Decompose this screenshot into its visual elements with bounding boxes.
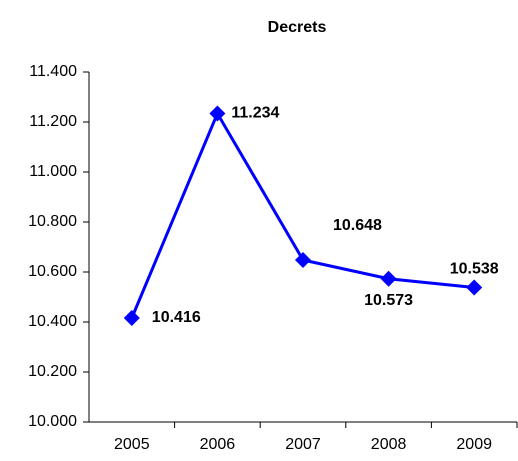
x-tick-label: 2006 <box>200 436 236 453</box>
x-tick-label: 2009 <box>456 436 492 453</box>
chart-title: Decrets <box>268 19 327 36</box>
data-label: 10.416 <box>152 309 201 326</box>
marker <box>123 310 140 326</box>
line <box>130 110 475 319</box>
data-label: 10.648 <box>333 217 382 234</box>
y-tick-label: 11.200 <box>29 113 77 130</box>
marker <box>466 279 483 296</box>
data-label: 11.234 <box>231 105 279 122</box>
y-tick-label: 10.600 <box>28 263 77 280</box>
x-tick-label: 2008 <box>371 436 407 453</box>
y-tick-label: 10.400 <box>28 313 77 330</box>
x-tick-label: 2007 <box>285 436 321 453</box>
y-tick-label: 10.800 <box>28 213 77 230</box>
data-label: 10.538 <box>450 261 499 278</box>
y-tick-label: 11.000 <box>29 163 77 180</box>
x-tick-label: 2005 <box>114 436 150 453</box>
data-label: 10.573 <box>364 292 413 309</box>
marker <box>380 270 397 287</box>
y-tick-label: 11.400 <box>29 63 77 80</box>
marker <box>295 252 311 268</box>
marker <box>209 105 226 122</box>
y-tick-label: 10.000 <box>28 413 77 430</box>
y-tick-label: 10.200 <box>28 363 77 380</box>
